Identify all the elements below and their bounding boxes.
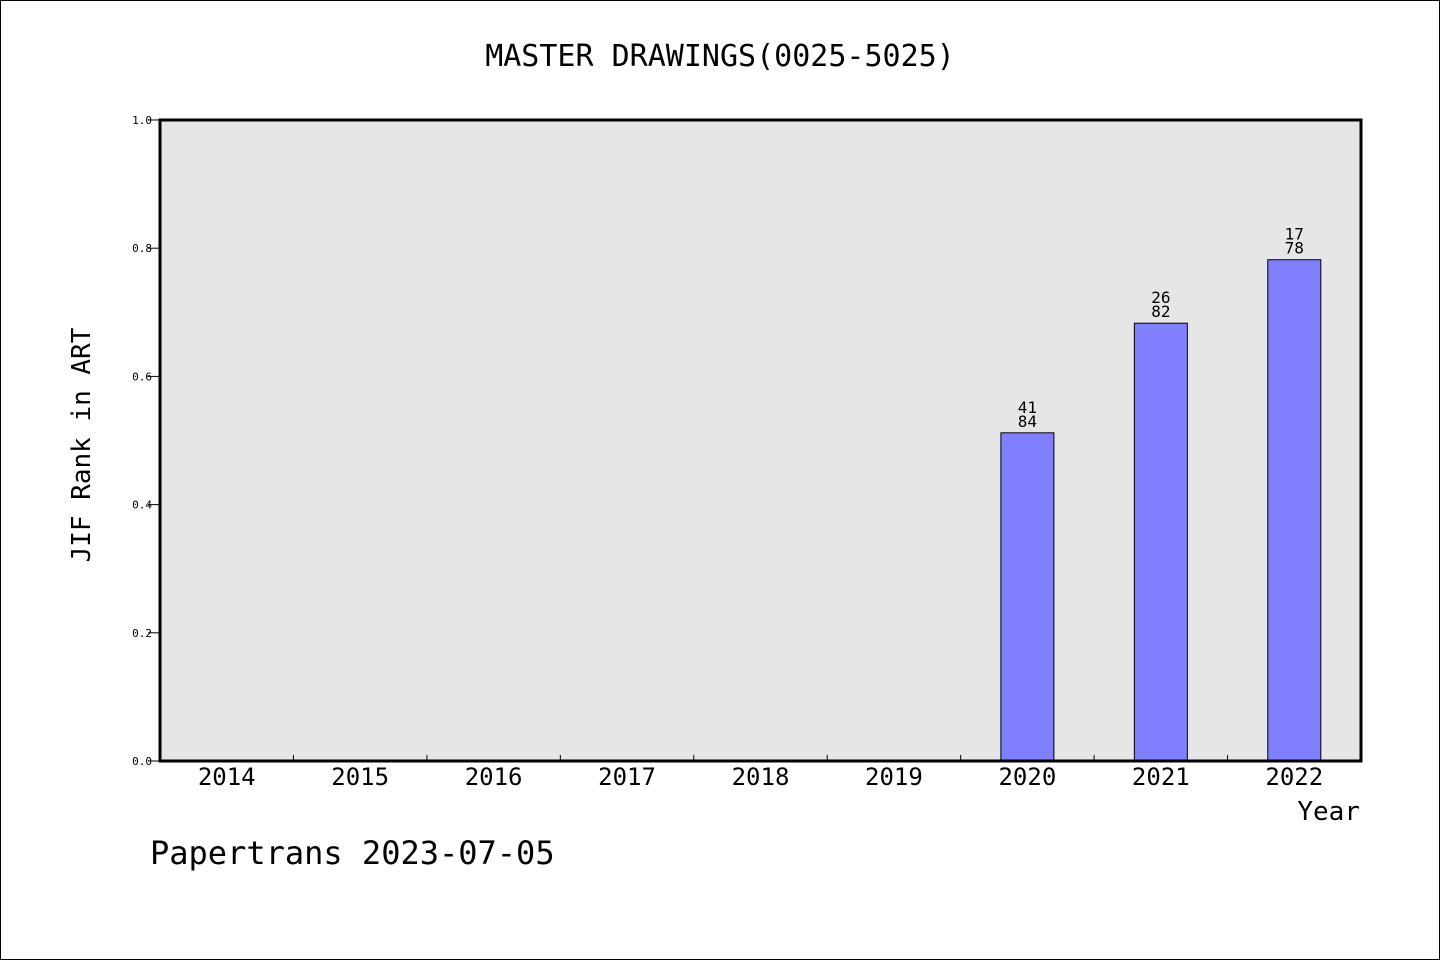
y-tick-label: 0.0 <box>132 755 152 768</box>
x-tick-label: 2016 <box>465 763 523 791</box>
y-tick-label: 0.2 <box>132 627 152 640</box>
bar-2020 <box>1000 432 1055 762</box>
plot-border <box>158 118 1363 763</box>
bar-label-rank: 17 <box>1285 225 1304 244</box>
y-tick-label: 0.4 <box>132 499 152 512</box>
x-tick-label: 2020 <box>998 763 1056 791</box>
x-axis: 2014 2015 2016 2017 2018 2019 2020 2021 2022 <box>198 755 1323 791</box>
y-tick-label: 0.8 <box>132 242 152 255</box>
x-axis-label: Year <box>1297 797 1360 827</box>
y-axis-label: JIF Rank in ART <box>67 327 97 562</box>
y-tick-label: 1.0 <box>132 114 152 127</box>
x-tick-label: 2014 <box>198 763 256 791</box>
bar-label-total: 84 <box>1018 412 1037 431</box>
x-tick-label: 2021 <box>1132 763 1190 791</box>
y-axis: 0.0 0.2 0.4 0.6 0.8 1.0 <box>132 114 160 768</box>
x-tick-label: 2018 <box>732 763 790 791</box>
x-tick-label: 2017 <box>598 763 656 791</box>
bar-label-total: 82 <box>1151 302 1170 321</box>
bar-label-total: 78 <box>1285 239 1304 258</box>
x-tick-label: 2015 <box>331 763 389 791</box>
x-tick-label: 2019 <box>865 763 923 791</box>
y-tick-label: 0.6 <box>132 370 152 383</box>
bar-series <box>1000 259 1322 762</box>
bar-2022 <box>1267 259 1322 762</box>
footer-credit: Papertrans 2023-07-05 <box>150 834 555 872</box>
bar-label-rank: 26 <box>1151 288 1170 307</box>
bar-2021 <box>1133 322 1188 762</box>
chart-title: MASTER DRAWINGS(0025-5025) <box>485 39 955 74</box>
bar-label-rank: 41 <box>1018 398 1037 417</box>
x-tick-label: 2022 <box>1265 763 1323 791</box>
